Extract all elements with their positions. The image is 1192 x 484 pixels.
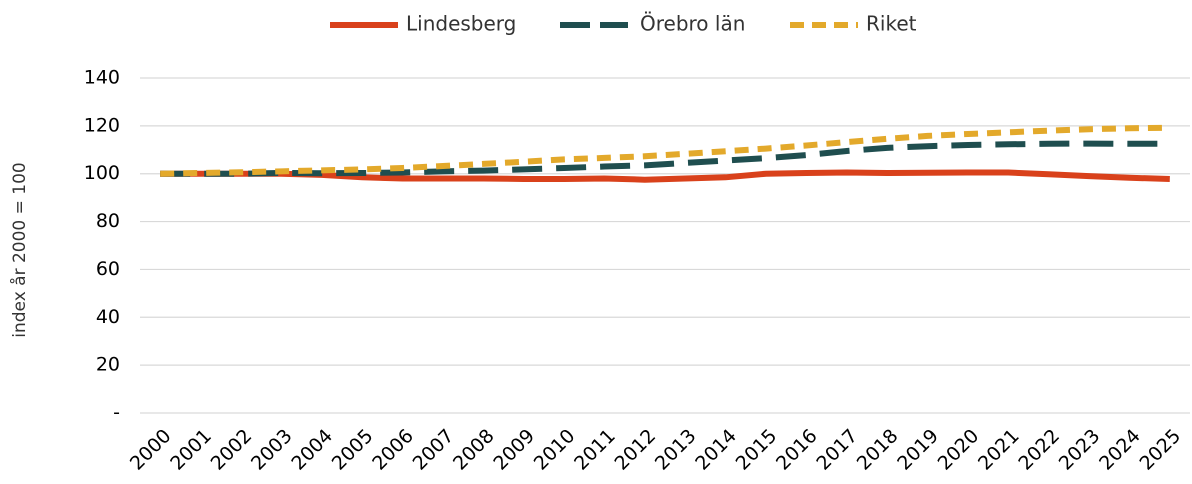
y-tick-label: 40 — [96, 306, 120, 328]
x-tick-label: 2002 — [207, 425, 257, 475]
x-tick-label: 2019 — [893, 425, 943, 475]
series-line — [160, 140, 1170, 177]
x-tick-label: 2016 — [772, 425, 822, 475]
series-line — [160, 169, 1170, 183]
x-tick-label: 2003 — [247, 425, 297, 475]
x-tick-label: 2023 — [1055, 425, 1105, 475]
x-tick-label: 2022 — [1014, 425, 1064, 475]
x-tick-label: 2018 — [853, 425, 903, 475]
series-line — [160, 124, 1170, 177]
x-tick-label: 2009 — [489, 425, 539, 475]
x-tick-label: 2005 — [328, 425, 378, 475]
legend-label: Riket — [866, 12, 917, 36]
x-tick-label: 2010 — [530, 425, 580, 475]
x-tick-label: 2024 — [1095, 425, 1145, 475]
legend-label: Lindesberg — [406, 12, 516, 36]
x-tick-label: 2014 — [691, 425, 741, 475]
y-tick-label: 120 — [84, 114, 120, 136]
x-tick-label: 2008 — [449, 425, 499, 475]
x-tick-label: 2007 — [409, 425, 459, 475]
x-tick-label: 2025 — [1135, 425, 1185, 475]
y-tick-label: 80 — [96, 210, 120, 232]
x-tick-label: 2000 — [126, 425, 176, 475]
x-tick-label: 2006 — [368, 425, 418, 475]
x-tick-label: 2013 — [651, 425, 701, 475]
x-tick-label: 2021 — [974, 425, 1024, 475]
x-tick-label: 2004 — [287, 425, 337, 475]
x-tick-label: 2020 — [934, 425, 984, 475]
legend-label: Örebro län — [640, 12, 745, 36]
y-tick-label: - — [113, 402, 120, 424]
x-tick-label: 2001 — [166, 425, 216, 475]
x-tick-label: 2015 — [732, 425, 782, 475]
y-tick-label: 20 — [96, 354, 120, 376]
x-tick-label: 2011 — [570, 425, 620, 475]
x-tick-label: 2012 — [610, 425, 660, 475]
x-tick-label: 2017 — [812, 425, 862, 475]
y-axis-label: index år 2000 = 100 — [9, 162, 30, 338]
y-tick-label: 140 — [84, 67, 120, 89]
y-tick-label: 100 — [84, 162, 120, 184]
y-tick-label: 60 — [96, 258, 120, 280]
